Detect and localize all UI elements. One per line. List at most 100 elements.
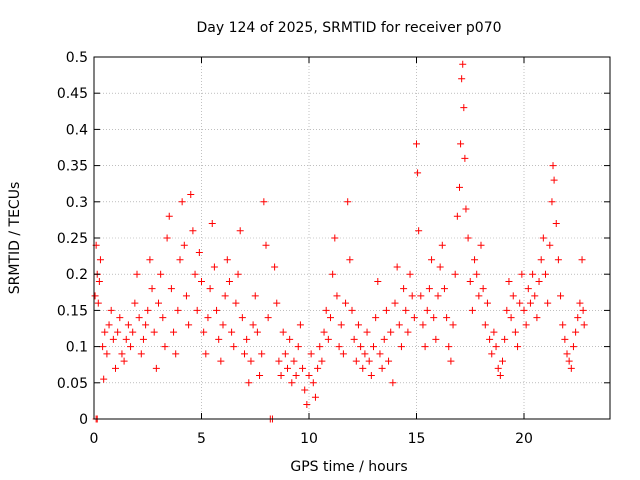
data-point — [109, 335, 117, 343]
data-point — [94, 299, 102, 307]
data-points — [91, 60, 588, 423]
data-point — [200, 328, 208, 336]
data-point — [288, 379, 296, 387]
data-point — [230, 343, 238, 351]
data-point — [195, 248, 203, 256]
data-point — [327, 314, 334, 322]
data-point — [397, 343, 405, 351]
data-point — [552, 220, 560, 228]
data-point — [335, 343, 343, 351]
data-point — [352, 357, 360, 365]
data-point — [208, 220, 216, 228]
data-point — [331, 234, 339, 242]
data-point — [579, 306, 587, 314]
data-point — [159, 314, 167, 322]
data-point — [557, 292, 565, 300]
data-point — [576, 299, 584, 307]
axis-ticks — [93, 56, 610, 420]
data-point — [155, 299, 162, 307]
data-point — [167, 285, 175, 293]
data-point — [249, 321, 257, 329]
data-point — [522, 321, 530, 329]
data-point — [501, 335, 509, 343]
data-point — [365, 357, 373, 365]
data-point — [486, 335, 494, 343]
data-point — [354, 321, 362, 329]
data-point — [286, 335, 294, 343]
data-point — [241, 350, 248, 358]
data-point — [361, 350, 369, 358]
data-point — [542, 270, 549, 278]
data-point — [324, 335, 332, 343]
data-point — [376, 350, 384, 358]
data-point — [430, 314, 438, 322]
x-tick-label: 5 — [197, 431, 206, 447]
data-point — [531, 292, 539, 300]
data-point — [204, 314, 212, 322]
data-point — [178, 198, 186, 206]
data-point — [410, 314, 418, 322]
x-tick-label: 10 — [300, 431, 318, 447]
data-point — [451, 270, 459, 278]
y-tick-label: 0.1 — [66, 340, 88, 356]
x-tick-label: 15 — [408, 431, 426, 447]
data-point — [107, 306, 115, 314]
data-point — [99, 343, 107, 351]
data-point — [213, 306, 221, 314]
x-tick-label: 0 — [90, 431, 99, 447]
data-point — [461, 154, 469, 162]
data-point — [382, 306, 390, 314]
data-point — [281, 350, 289, 358]
data-point — [157, 270, 165, 278]
data-point — [509, 292, 517, 300]
data-point — [505, 277, 513, 285]
data-point — [187, 191, 195, 199]
data-point — [473, 270, 481, 278]
y-tick-label: 0.5 — [66, 50, 88, 66]
data-point — [569, 343, 577, 351]
x-tick-labels: 0 5 10 15 20 — [90, 431, 533, 447]
data-point — [135, 314, 143, 322]
data-point — [296, 321, 304, 329]
data-point — [215, 335, 223, 343]
data-point — [307, 350, 315, 358]
data-point — [479, 285, 487, 293]
data-point — [378, 364, 386, 372]
data-point — [567, 364, 575, 372]
data-point — [131, 299, 139, 307]
data-point — [100, 375, 108, 383]
y-tick-label: 0.3 — [66, 195, 88, 211]
data-point — [253, 328, 261, 336]
data-point — [457, 140, 465, 148]
data-point — [105, 321, 113, 329]
data-point — [546, 241, 554, 249]
data-point — [428, 256, 436, 264]
data-point — [423, 306, 431, 314]
data-point — [415, 227, 423, 235]
data-point — [359, 364, 367, 372]
data-point — [238, 314, 246, 322]
data-point — [122, 335, 130, 343]
data-point — [438, 241, 446, 249]
data-point — [191, 270, 199, 278]
data-point — [129, 328, 137, 336]
data-point — [372, 314, 380, 322]
data-point — [202, 350, 210, 358]
data-point — [165, 212, 173, 220]
data-point — [414, 169, 422, 177]
data-point — [275, 357, 283, 365]
data-point — [574, 314, 582, 322]
data-point — [228, 328, 236, 336]
data-point — [210, 263, 218, 271]
data-point — [137, 350, 145, 358]
x-axis-label: GPS time / hours — [290, 459, 407, 475]
data-point — [292, 372, 300, 380]
data-point — [550, 176, 558, 184]
data-point — [223, 256, 231, 264]
data-point — [529, 270, 537, 278]
grid-lines — [94, 57, 610, 419]
data-point — [329, 270, 337, 278]
data-point — [217, 357, 225, 365]
data-point — [432, 335, 440, 343]
data-point — [232, 299, 240, 307]
